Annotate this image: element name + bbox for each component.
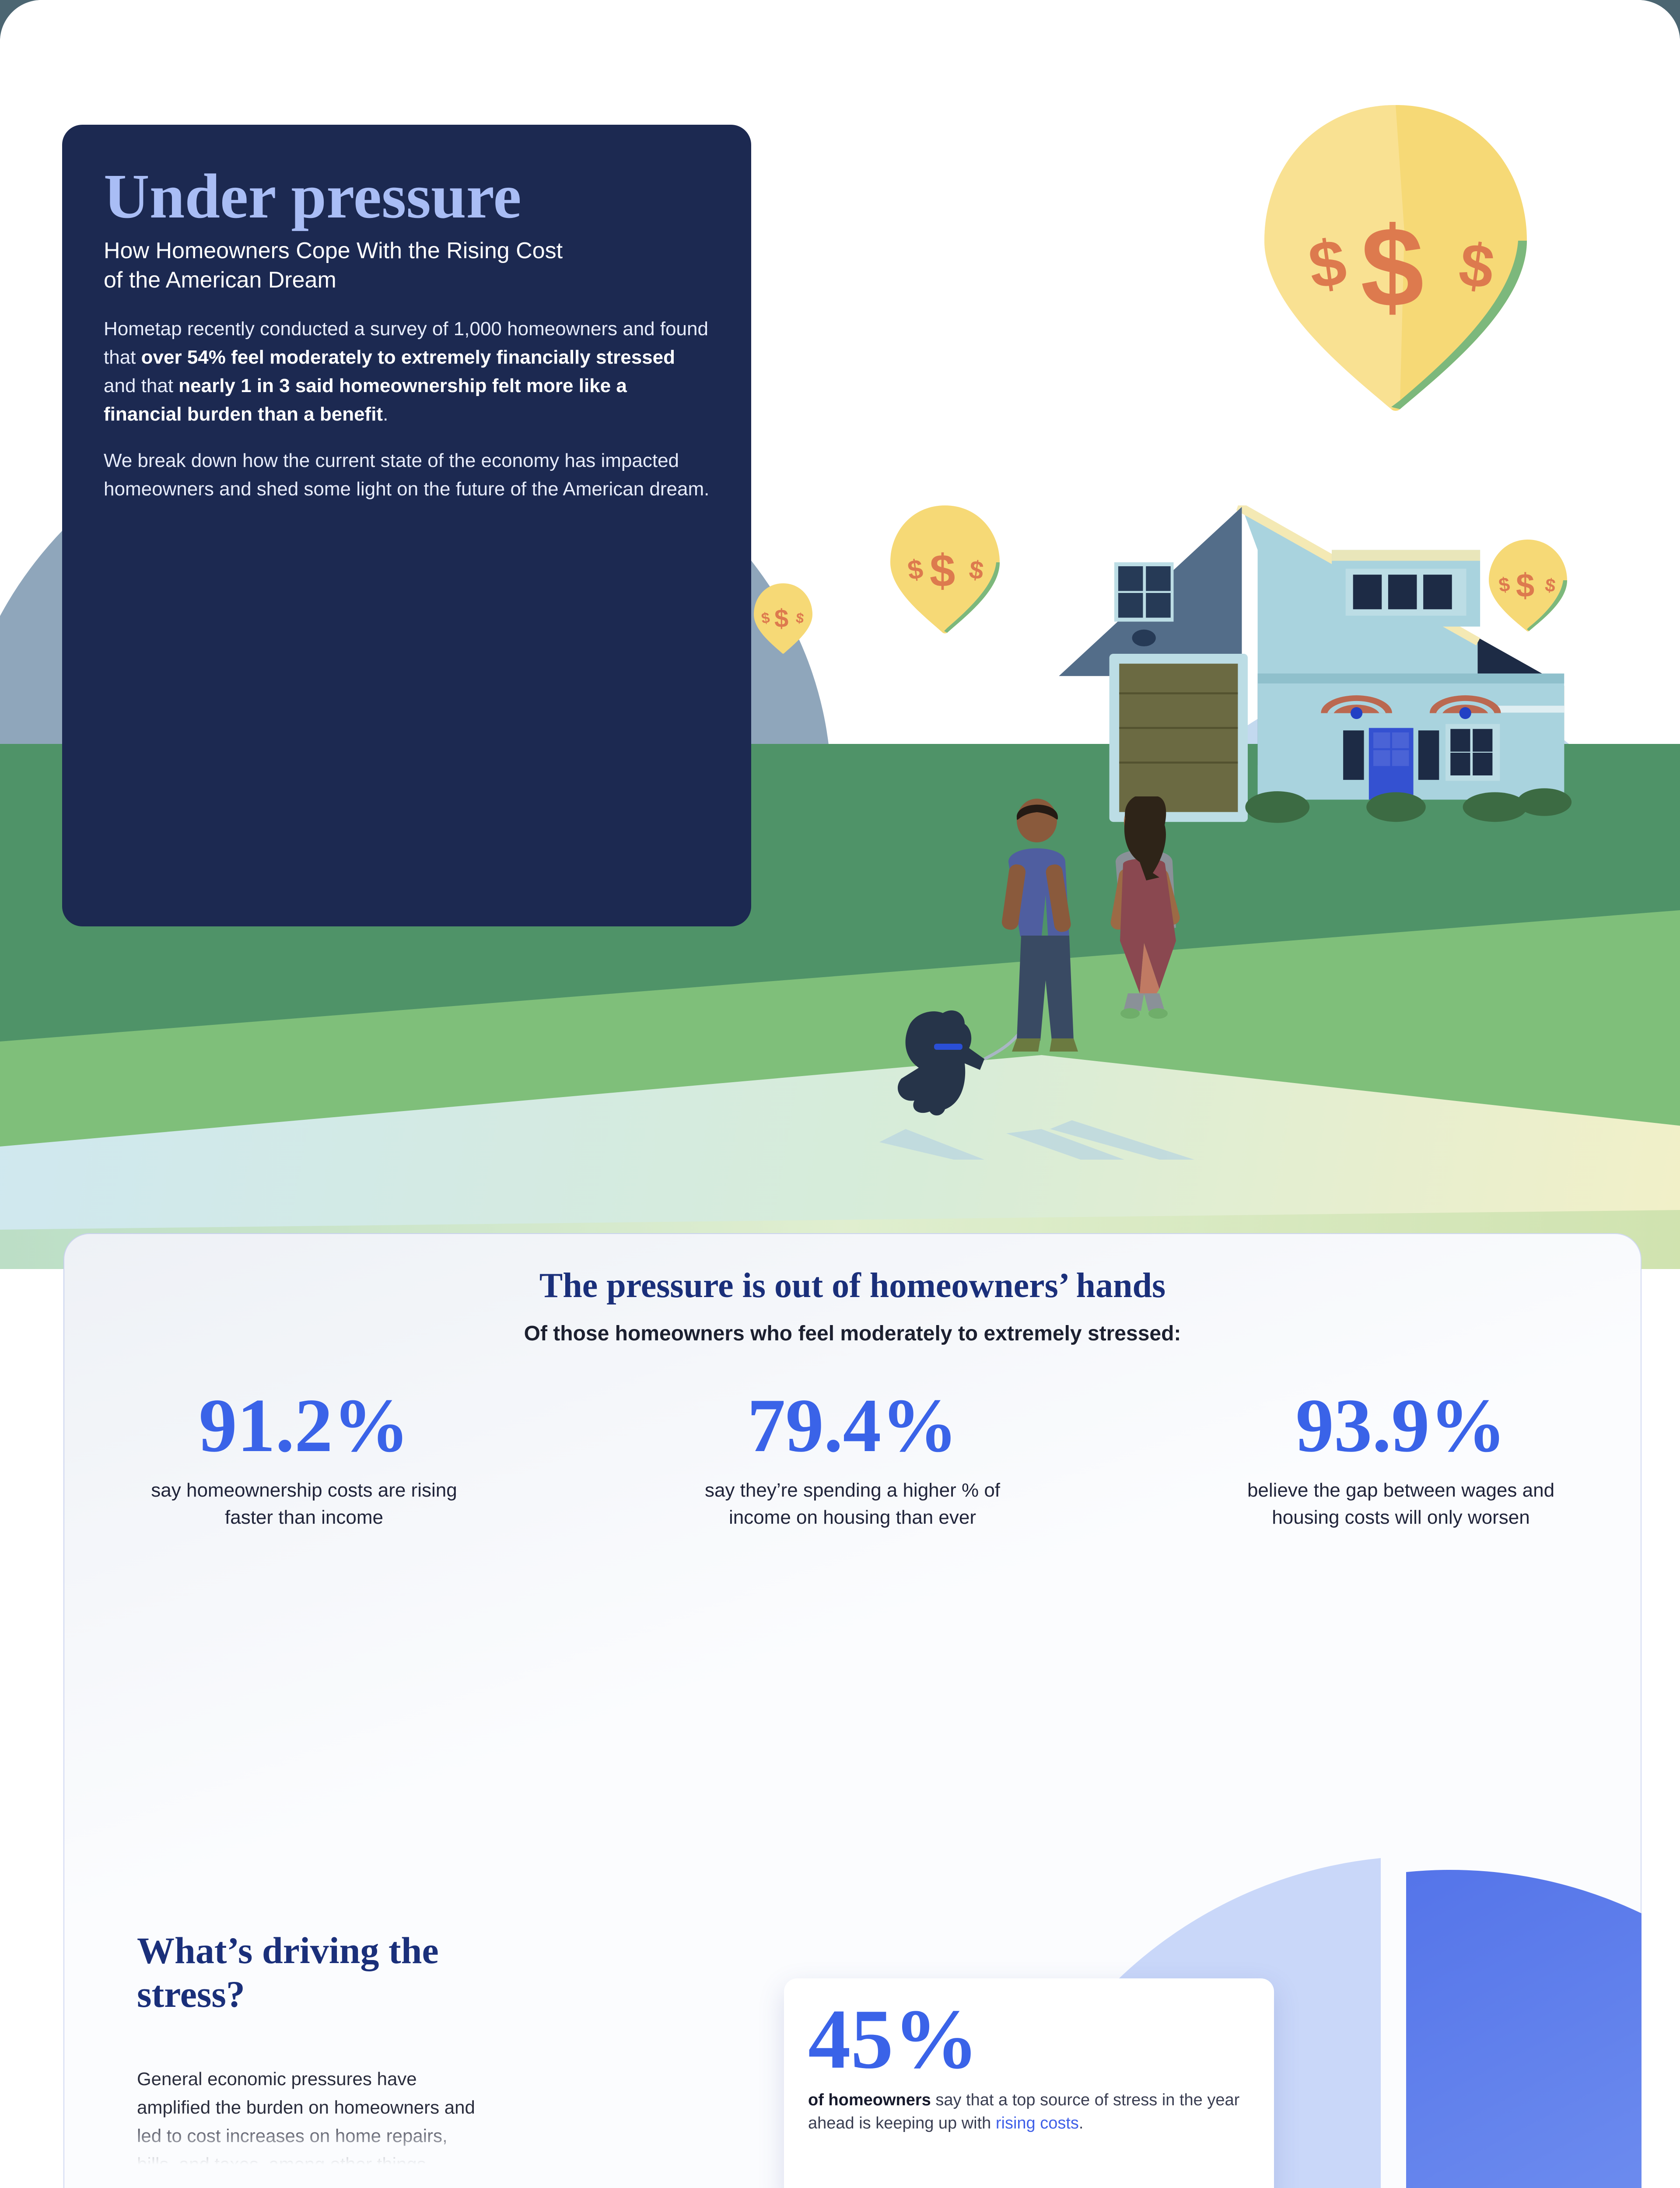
svg-text:$: $ [1361,204,1424,331]
svg-text:$: $ [774,604,788,633]
svg-text:$: $ [930,545,955,596]
